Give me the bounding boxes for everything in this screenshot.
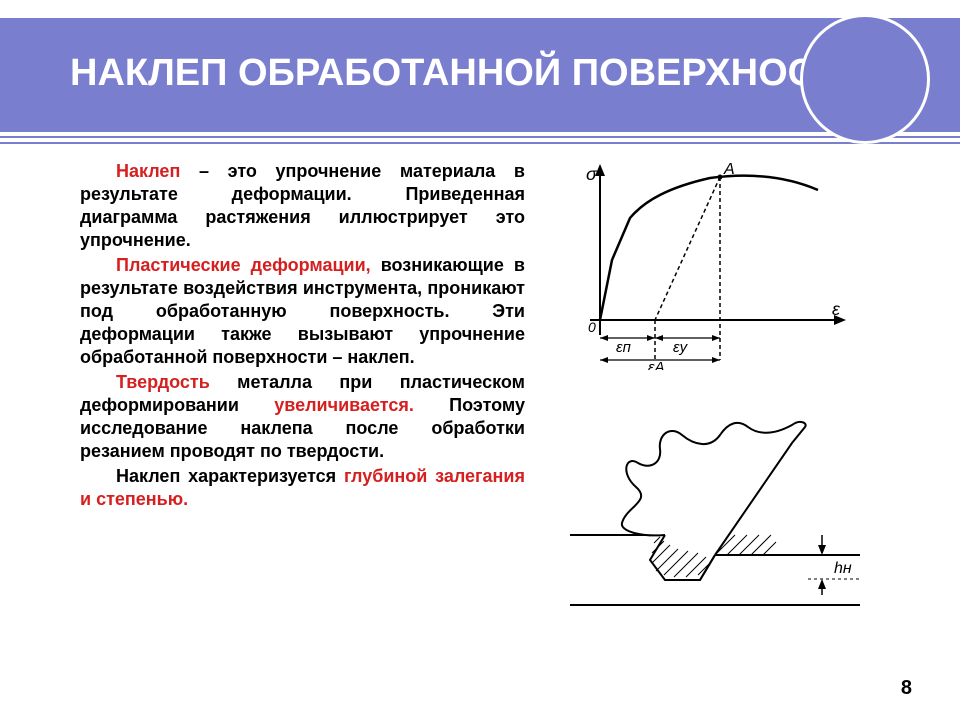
depth-label: hн (834, 560, 852, 577)
paragraph-4: Наклеп характеризуется глубиной залегани… (80, 465, 525, 511)
stress-strain-diagram: A εп εу εА σ ε 0 (560, 160, 900, 375)
term-plastic-deform: Пластические деформации, (116, 255, 371, 275)
slide-title: НАКЛЕП ОБРАБОТАННОЙ ПОВЕРХНОСТИ (70, 52, 865, 96)
y-axis-label: σ (586, 164, 598, 184)
paragraph-1: Наклеп – это упрочнение материала в резу… (80, 160, 525, 252)
x-axis-label: ε (832, 299, 841, 319)
cutting-diagram: hн (560, 415, 900, 630)
paragraph-2: Пластические деформации, возникающие в р… (80, 254, 525, 369)
body-text: Наклеп – это упрочнение материала в резу… (80, 160, 525, 513)
decorative-circle (800, 14, 930, 144)
point-a-label: A (723, 161, 735, 178)
page-number: 8 (901, 677, 912, 700)
origin-label: 0 (588, 319, 596, 335)
figures-area: A εп εу εА σ ε 0 (560, 160, 900, 670)
term-naklep: Наклеп (116, 161, 180, 181)
term-hardness: Твердость (116, 372, 210, 392)
eps-p-label: εп (616, 339, 631, 356)
paragraph-3: Твердость металла при пластическом дефор… (80, 371, 525, 463)
eps-a-label: εА (648, 359, 665, 370)
eps-u-label: εу (673, 339, 689, 356)
